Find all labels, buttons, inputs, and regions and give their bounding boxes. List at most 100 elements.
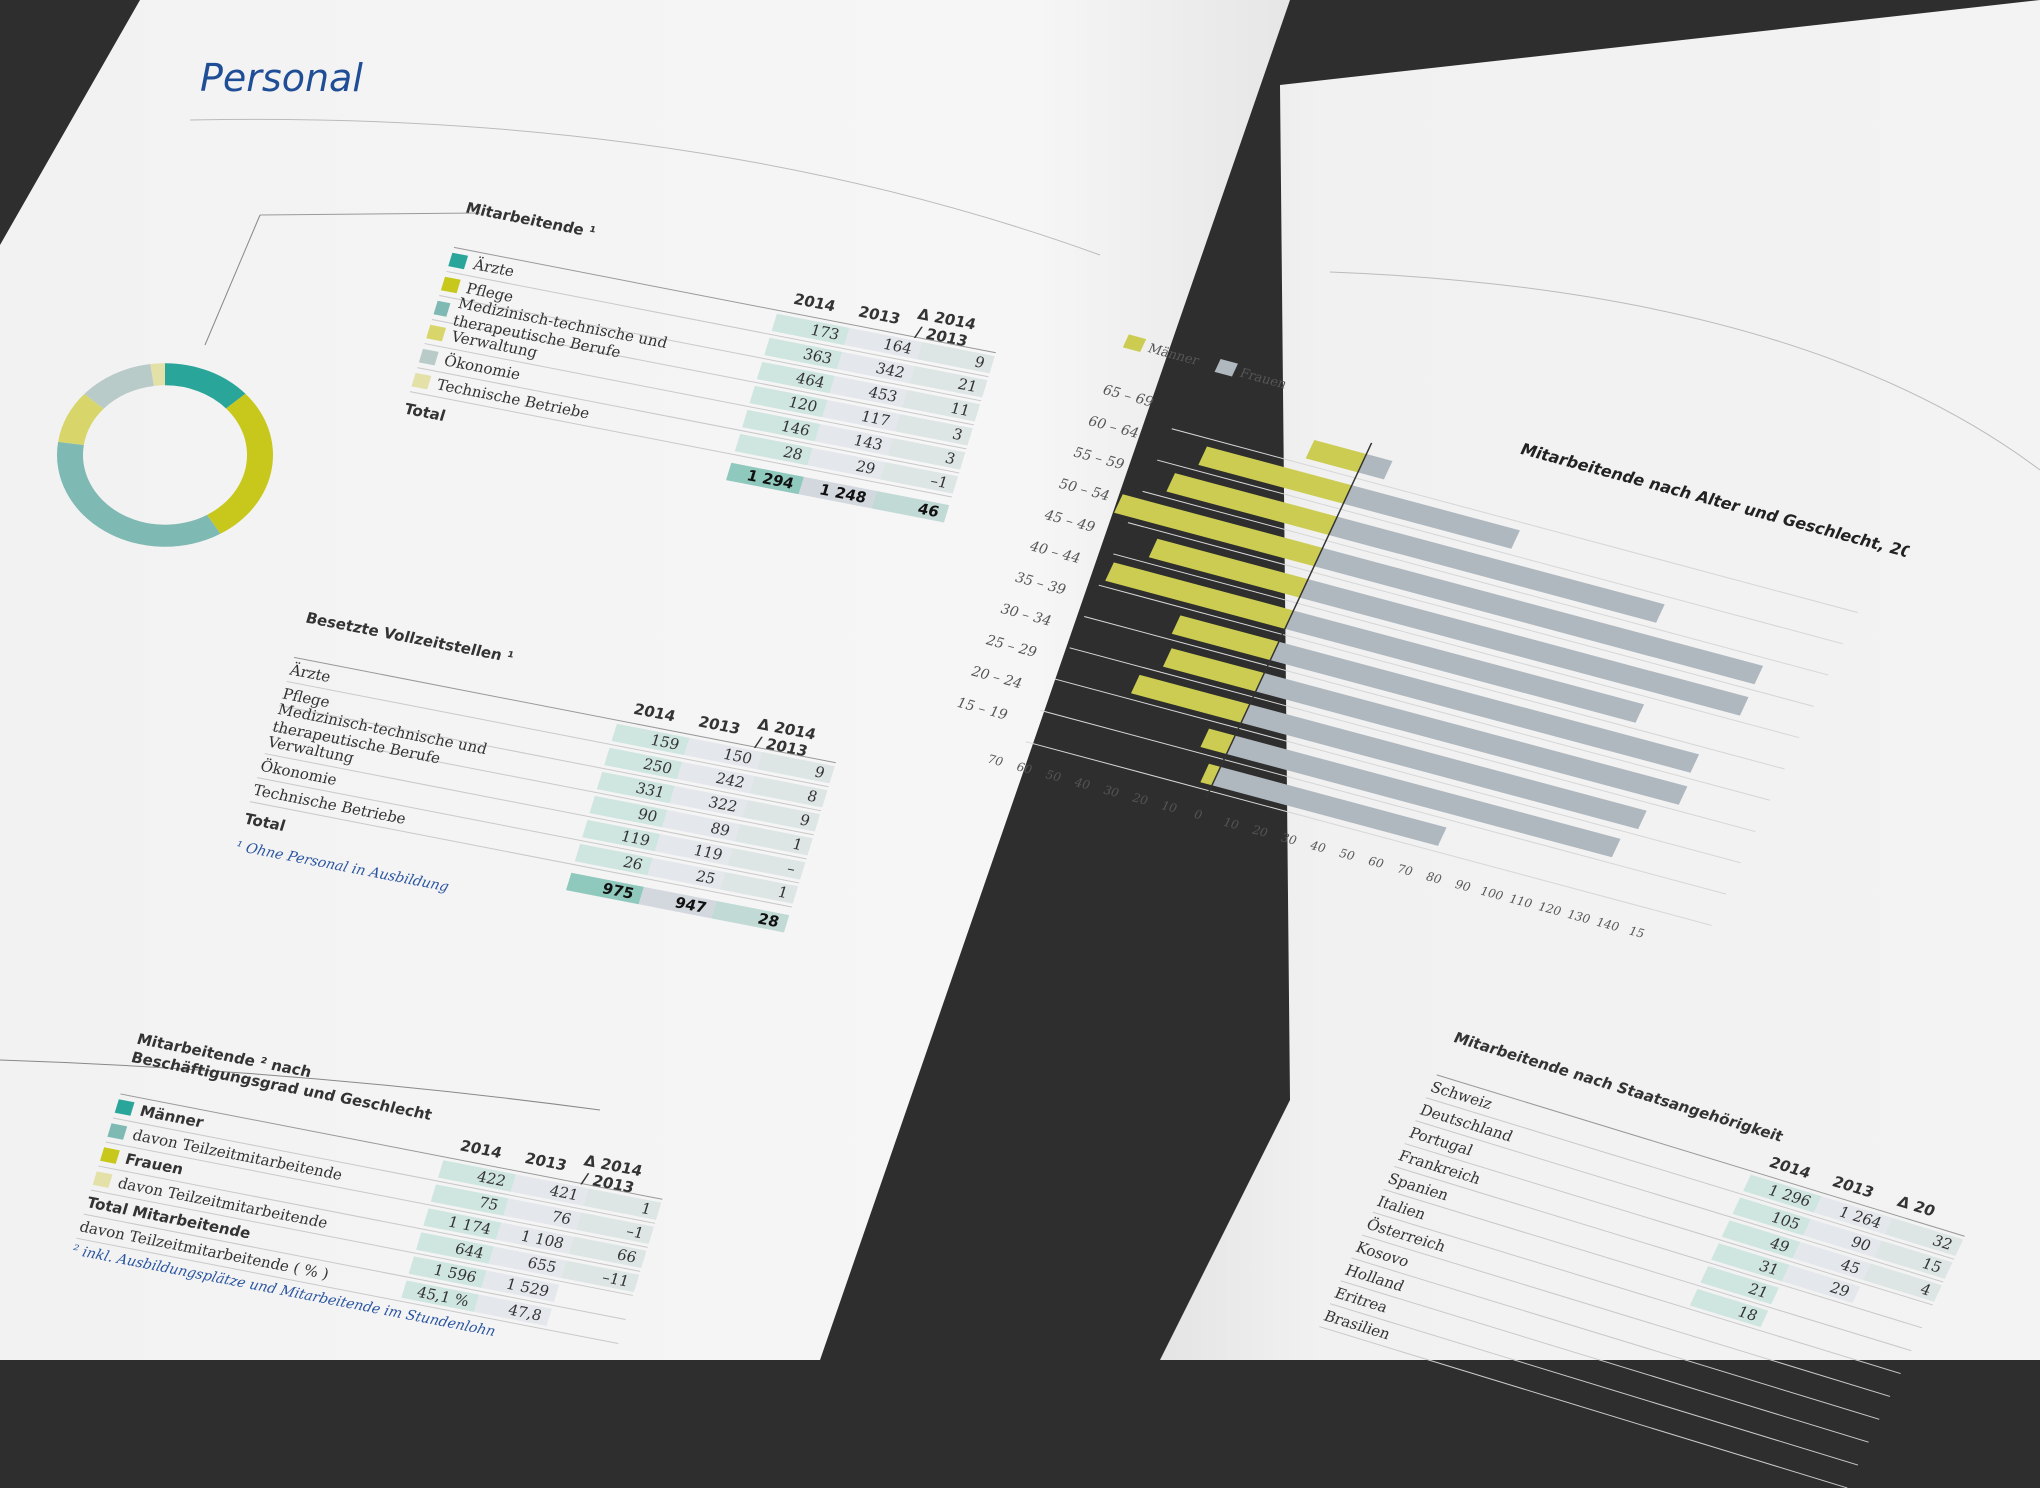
donut-slice — [207, 393, 273, 534]
donut-slice — [84, 364, 154, 409]
grid-line — [1054, 678, 1742, 864]
grid-line — [1142, 490, 1829, 676]
legend-swatch — [92, 1171, 113, 1188]
zero-axis — [1205, 442, 1373, 799]
age-label: 40 – 44 — [1027, 539, 1084, 567]
bar-women — [1226, 735, 1621, 858]
grid-line — [1040, 709, 1727, 895]
x-tick-label: 20 — [1130, 791, 1151, 808]
legend-swatch — [107, 1123, 128, 1140]
bar-men — [1166, 473, 1338, 535]
bar-men — [1105, 562, 1294, 629]
age-label: 65 – 69 — [1100, 382, 1157, 410]
donut-chart — [57, 363, 273, 547]
x-tick-label: 0 — [1192, 807, 1205, 822]
age-label: 35 – 39 — [1012, 570, 1069, 598]
grid-line — [1083, 616, 1771, 801]
donut-slice — [57, 441, 221, 547]
bar-men — [1305, 440, 1367, 473]
grid-line — [1025, 741, 1712, 926]
legend-swatch — [448, 252, 469, 270]
table3-cell-delta — [556, 1293, 630, 1308]
table2-total-2013: 947 — [638, 886, 717, 919]
x-tick-label: 20 — [1250, 823, 1271, 840]
x-tick-label: 40 — [1308, 839, 1329, 856]
x-tick-label: 15 — [1626, 924, 1647, 941]
bar-women — [1357, 454, 1393, 480]
x-tick-label: 10 — [1159, 799, 1180, 816]
x-tick-label: 30 — [1279, 831, 1300, 848]
grid-line — [1069, 647, 1756, 833]
age-label: 25 – 29 — [983, 633, 1040, 661]
bar-women — [1284, 610, 1645, 723]
page-title: Personal — [200, 56, 363, 100]
x-tick-label: 70 — [985, 752, 1006, 769]
bar-men — [1162, 648, 1265, 692]
legend-swatch — [1122, 334, 1147, 352]
table2-total-2014: 975 — [566, 872, 644, 905]
table3-cell-delta — [549, 1317, 622, 1332]
age-label: 45 – 49 — [1041, 508, 1098, 536]
bar-men — [1171, 615, 1279, 661]
bar-men — [1198, 446, 1352, 504]
donut-slice — [150, 363, 165, 386]
legend-swatch — [433, 300, 451, 317]
x-tick-label: 130 — [1565, 907, 1593, 926]
grid-line — [1156, 459, 1844, 645]
legend-swatch — [411, 372, 432, 390]
bar-men — [1200, 728, 1236, 755]
table1-total-2013: 1 248 — [798, 476, 877, 509]
donut-slice — [58, 394, 104, 446]
right-page — [1160, 0, 2040, 1360]
decor-lines — [0, 118, 2040, 1111]
x-tick-label: 50 — [1337, 846, 1358, 863]
legend-swatch — [114, 1099, 135, 1116]
age-label: 50 – 54 — [1056, 476, 1113, 504]
bar-women — [1328, 516, 1665, 623]
grid-line — [1171, 428, 1858, 613]
legend-swatch — [1214, 359, 1238, 377]
x-tick-label: 60 — [1014, 760, 1035, 777]
grid-line — [1127, 522, 1814, 707]
bar-men — [1114, 494, 1323, 567]
x-tick-label: 90 — [1453, 877, 1474, 894]
legend-swatch — [100, 1147, 120, 1164]
bar-men — [1131, 674, 1250, 723]
bar-women — [1255, 673, 1688, 805]
bar-women — [1270, 641, 1700, 773]
table1-row-label: Ärzte — [471, 255, 517, 281]
grid-line — [1113, 553, 1800, 739]
bar-women — [1314, 547, 1764, 685]
bar-men — [1200, 763, 1221, 786]
age-label: 30 – 34 — [997, 601, 1054, 629]
x-tick-label: 120 — [1536, 900, 1564, 919]
x-tick-label: 110 — [1507, 892, 1535, 911]
bar-men — [1148, 538, 1309, 598]
bar-women — [1299, 579, 1749, 716]
bar-women — [1343, 485, 1520, 549]
legend-swatch — [418, 348, 439, 366]
donut-slice — [165, 363, 246, 409]
x-tick-label: 40 — [1072, 775, 1093, 792]
x-tick-label: 80 — [1424, 870, 1445, 887]
age-label: 60 – 64 — [1085, 414, 1142, 442]
x-tick-label: 140 — [1594, 915, 1622, 934]
bar-women — [1211, 766, 1447, 846]
x-tick-label: 60 — [1366, 854, 1387, 871]
x-tick-label: 50 — [1043, 768, 1064, 785]
x-tick-label: 70 — [1395, 862, 1416, 879]
age-label: 15 – 19 — [954, 695, 1011, 723]
x-tick-label: 30 — [1101, 783, 1122, 800]
bar-women — [1241, 704, 1647, 830]
table2-row-label: Ärzte — [287, 660, 334, 686]
x-tick-label: 100 — [1478, 884, 1506, 903]
table1-total-2014: 1 294 — [726, 462, 804, 495]
x-tick-label: 10 — [1221, 815, 1242, 832]
table1-total-delta: 46 — [871, 491, 950, 523]
age-label: 20 – 24 — [968, 664, 1025, 692]
age-label: 55 – 59 — [1070, 445, 1127, 473]
grid-line — [1098, 584, 1785, 770]
legend-swatch — [426, 324, 447, 342]
table2-total-delta: 28 — [711, 901, 790, 933]
